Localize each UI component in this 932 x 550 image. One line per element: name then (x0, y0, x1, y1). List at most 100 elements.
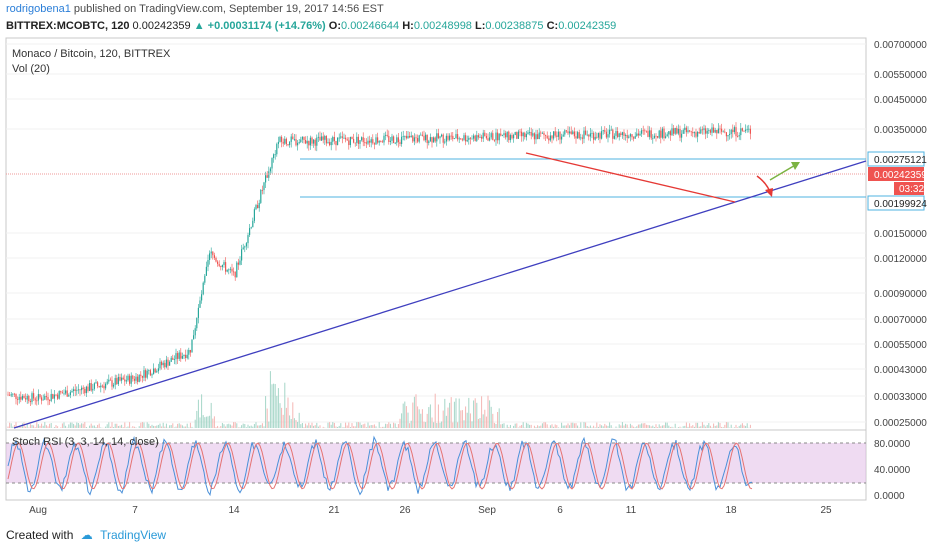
volume-bar (95, 427, 97, 428)
candle (100, 385, 102, 388)
candle (461, 139, 463, 141)
candle (601, 131, 603, 139)
falling-trendline[interactable] (525, 152, 736, 203)
candle (319, 136, 321, 141)
candle (321, 136, 323, 141)
volume-bar (444, 398, 446, 428)
volume-bar (202, 415, 204, 428)
candle (548, 138, 550, 141)
volume-bar (733, 427, 735, 428)
candle (221, 264, 223, 268)
volume-bar (12, 426, 14, 428)
volume-bar (698, 426, 700, 428)
candle (37, 394, 39, 401)
volume-bar (156, 425, 158, 428)
candle (724, 131, 726, 133)
volume-bar (495, 424, 497, 428)
candle (713, 127, 715, 133)
volume-bar (354, 426, 356, 428)
candle (89, 383, 91, 391)
volume-bar (239, 427, 241, 428)
rising-trendline[interactable] (13, 160, 867, 429)
volume-bar (575, 423, 577, 428)
candle (241, 249, 243, 261)
author-link[interactable]: rodrigobena1 (6, 3, 71, 15)
candle (194, 328, 196, 336)
volume-bar (580, 422, 582, 428)
candle (562, 134, 564, 137)
volume-bar (700, 426, 702, 428)
volume-bar (121, 424, 123, 428)
volume-bar (596, 422, 598, 428)
volume-bar (682, 426, 684, 428)
volume-bar (274, 383, 276, 428)
volume-bar (93, 425, 95, 428)
volume-bar (394, 423, 396, 428)
candle (527, 132, 529, 135)
candle (641, 130, 643, 134)
volume-bar (631, 425, 633, 428)
volume-bar (465, 406, 467, 428)
candle (575, 136, 577, 139)
volume-bar (82, 423, 84, 428)
volume-bar (13, 425, 15, 428)
volume-bar (375, 426, 377, 428)
candle (423, 135, 425, 141)
volume-bar (522, 422, 524, 428)
volume-bar (665, 422, 667, 428)
volume-bar (562, 425, 564, 428)
candle (677, 128, 679, 134)
candle (101, 385, 103, 387)
candle (215, 257, 217, 262)
candle (273, 154, 275, 159)
candle (85, 386, 87, 394)
candle (305, 140, 307, 144)
volume-bar (607, 425, 609, 428)
candle (103, 385, 105, 389)
candle (617, 131, 619, 137)
candle (303, 136, 305, 141)
volume-bar (314, 425, 316, 428)
candle (729, 133, 731, 136)
volume-bar (586, 425, 588, 428)
candle (529, 131, 531, 133)
candle (146, 370, 148, 378)
candle (514, 132, 516, 136)
volume-bar (386, 424, 388, 428)
countdown-badge (894, 182, 924, 195)
tradingview-logo-icon[interactable]: ☁ (80, 528, 93, 542)
candle (233, 271, 235, 273)
candle (148, 370, 150, 372)
volume-bar (426, 413, 428, 428)
volume-bar (623, 425, 625, 428)
high-label: H: (402, 20, 414, 32)
volume-bar (311, 422, 313, 428)
candle (650, 130, 652, 139)
volume-bar (335, 426, 337, 428)
volume-bar (393, 422, 395, 428)
candle (609, 129, 611, 135)
candle (725, 132, 727, 137)
time-tick: 18 (725, 505, 737, 516)
candle (458, 138, 460, 140)
volume-bar (10, 423, 12, 428)
tradingview-brand[interactable]: TradingView (100, 528, 167, 542)
volume-bar (140, 422, 142, 428)
volume-bar (108, 422, 110, 428)
time-tick: Sep (478, 505, 496, 516)
volume-bar (473, 400, 475, 428)
candle (556, 135, 558, 137)
volume-bar (533, 425, 535, 428)
volume-bar (455, 398, 457, 428)
candle (169, 361, 171, 366)
candle (143, 370, 145, 378)
candle (349, 137, 351, 146)
candle (212, 251, 214, 256)
volume-bar (599, 424, 601, 428)
volume-bar (413, 396, 415, 428)
volume-bar (452, 422, 454, 428)
candle (500, 133, 502, 136)
candle (476, 135, 478, 141)
volume-bar (538, 426, 540, 428)
